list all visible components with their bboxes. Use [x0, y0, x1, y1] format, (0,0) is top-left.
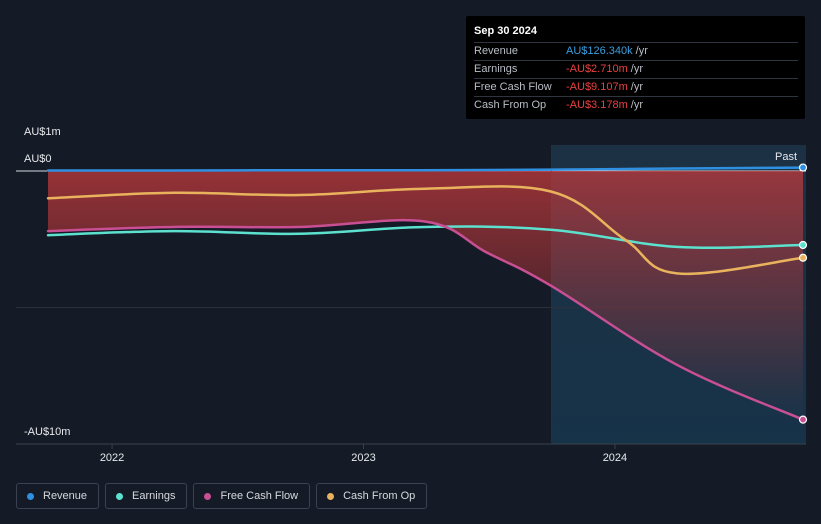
legend-label: Cash From Op	[343, 490, 416, 502]
data-tooltip: Sep 30 2024 Revenue AU$126.340k /yr Earn…	[466, 16, 805, 119]
tooltip-value: AU$126.340k	[566, 45, 633, 57]
series-end-point-free-cash-flow	[798, 415, 808, 424]
tooltip-label: Free Cash Flow	[474, 81, 552, 93]
series-end-point-cash-from-op	[798, 253, 808, 262]
legend-dot-icon	[116, 492, 124, 500]
tooltip-unit: /yr	[630, 99, 643, 111]
legend-item-free-cash-flow[interactable]: Free Cash Flow	[193, 483, 311, 509]
tooltip-date: Sep 30 2024	[474, 25, 537, 37]
legend-label: Free Cash Flow	[220, 490, 299, 502]
tooltip-unit: /yr	[630, 63, 643, 75]
x-axis-ticks: 2022 2023 2024	[100, 444, 627, 464]
legend-dot-icon	[27, 492, 34, 500]
legend-item-revenue[interactable]: Revenue	[16, 483, 100, 509]
y-axis-top-label: AU$1m	[24, 126, 61, 138]
legend-label: Earnings	[132, 490, 176, 502]
legend-label: Revenue	[43, 490, 88, 502]
legend-dot-icon	[327, 492, 335, 500]
legend-dot-icon	[204, 492, 212, 500]
series-end-point-revenue	[798, 163, 808, 172]
tooltip-label: Revenue	[474, 45, 519, 57]
tooltip-row-cash-from-op: Cash From Op -AU$3.178m /yr	[474, 96, 798, 114]
chart-legend: Revenue Earnings Free Cash Flow Cash Fro…	[16, 483, 428, 509]
tooltip-value: -AU$9.107m	[566, 81, 628, 93]
series-line-revenue	[46, 166, 805, 172]
legend-item-earnings[interactable]: Earnings	[105, 483, 188, 509]
series-line-earnings	[46, 225, 805, 250]
y-axis-bottom-label: -AU$10m	[24, 426, 71, 438]
tooltip-label: Earnings	[474, 63, 518, 75]
series-line-cash-from-op	[46, 185, 805, 276]
tooltip-row-free-cash-flow: Free Cash Flow -AU$9.107m /yr	[474, 78, 798, 96]
tooltip-row-revenue: Revenue AU$126.340k /yr	[474, 42, 798, 60]
tooltip-label: Cash From Op	[474, 99, 547, 111]
x-tick-label: 2022	[100, 452, 124, 464]
tooltip-value: -AU$2.710m	[566, 63, 628, 75]
x-tick-label: 2024	[603, 452, 627, 464]
tooltip-value: -AU$3.178m	[566, 99, 628, 111]
tooltip-unit: /yr	[630, 81, 643, 93]
series-line-free-cash-flow	[46, 218, 805, 421]
y-axis-zero-label: AU$0	[24, 153, 52, 165]
x-tick-label: 2023	[351, 452, 375, 464]
tooltip-row-earnings: Earnings -AU$2.710m /yr	[474, 60, 798, 78]
past-label: Past	[775, 151, 797, 163]
series-lines	[46, 163, 808, 424]
legend-item-cash-from-op[interactable]: Cash From Op	[316, 483, 428, 509]
tooltip-unit: /yr	[635, 45, 648, 57]
series-end-point-earnings	[798, 240, 808, 250]
